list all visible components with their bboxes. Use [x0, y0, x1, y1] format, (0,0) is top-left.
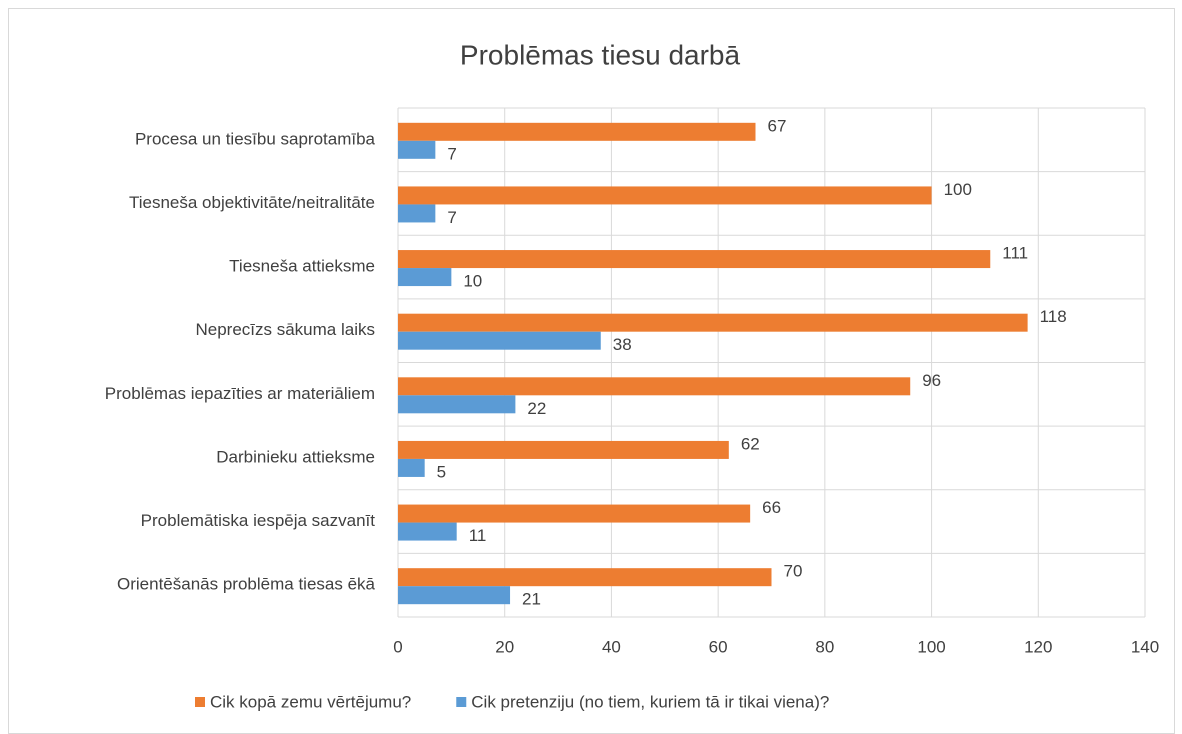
value-label: 22	[527, 399, 546, 418]
value-label: 66	[762, 498, 781, 517]
value-label: 38	[613, 335, 632, 354]
bar	[398, 122, 756, 141]
x-tick-label: 40	[602, 637, 621, 656]
y-tick-label: Tiesneša objektivitāte/neitralitāte	[129, 193, 375, 212]
x-tick-label: 80	[815, 637, 834, 656]
x-tick-label: 0	[393, 637, 402, 656]
value-label: 10	[463, 272, 482, 291]
bar	[398, 377, 911, 396]
x-tick-label: 120	[1024, 637, 1052, 656]
y-tick-label: Neprecīzs sākuma laiks	[195, 320, 375, 339]
value-label: 96	[922, 371, 941, 390]
value-label: 62	[741, 434, 760, 453]
x-tick-label: 20	[495, 637, 514, 656]
value-label: 5	[437, 462, 446, 481]
bar	[398, 522, 457, 541]
bar	[398, 250, 991, 269]
bar	[398, 331, 601, 350]
value-label: 111	[1002, 244, 1028, 263]
bar	[398, 140, 436, 159]
bar	[398, 186, 932, 205]
value-label: 100	[944, 180, 972, 199]
bar	[398, 458, 425, 477]
bar	[398, 586, 511, 605]
legend-label: Cik pretenziju (no tiem, kuriem tā ir ti…	[471, 692, 829, 711]
x-tick-label: 60	[709, 637, 728, 656]
bar	[398, 568, 772, 587]
value-label: 67	[767, 116, 786, 135]
y-tick-label: Problēmas iepazīties ar materiāliem	[105, 384, 375, 403]
y-tick-label: Orientēšanās problēma tiesas ēkā	[117, 575, 376, 594]
y-tick-label: Tiesneša attieksme	[229, 257, 375, 276]
y-tick-label: Darbinieku attieksme	[216, 447, 375, 466]
bar	[398, 440, 729, 459]
x-tick-label: 140	[1131, 637, 1159, 656]
y-tick-label: Problemātiska iespēja sazvanīt	[141, 511, 376, 530]
bar	[398, 268, 452, 287]
chart-title: Problēmas tiesu darbā	[460, 39, 741, 70]
x-tick-label: 100	[917, 637, 945, 656]
value-label: 21	[522, 590, 541, 609]
bar	[398, 504, 751, 523]
legend-label: Cik kopā zemu vērtējumu?	[210, 692, 411, 711]
value-label: 70	[784, 562, 803, 581]
bar	[398, 313, 1028, 332]
legend-swatch	[195, 697, 205, 707]
bar	[398, 395, 516, 414]
value-label: 11	[469, 526, 487, 545]
value-label: 7	[447, 208, 456, 227]
y-tick-label: Procesa un tiesību saprotamība	[135, 129, 376, 148]
legend-swatch	[456, 697, 467, 707]
value-label: 118	[1040, 307, 1067, 326]
chart-frame	[8, 8, 1175, 734]
value-label: 7	[447, 144, 456, 163]
bar	[398, 204, 436, 223]
